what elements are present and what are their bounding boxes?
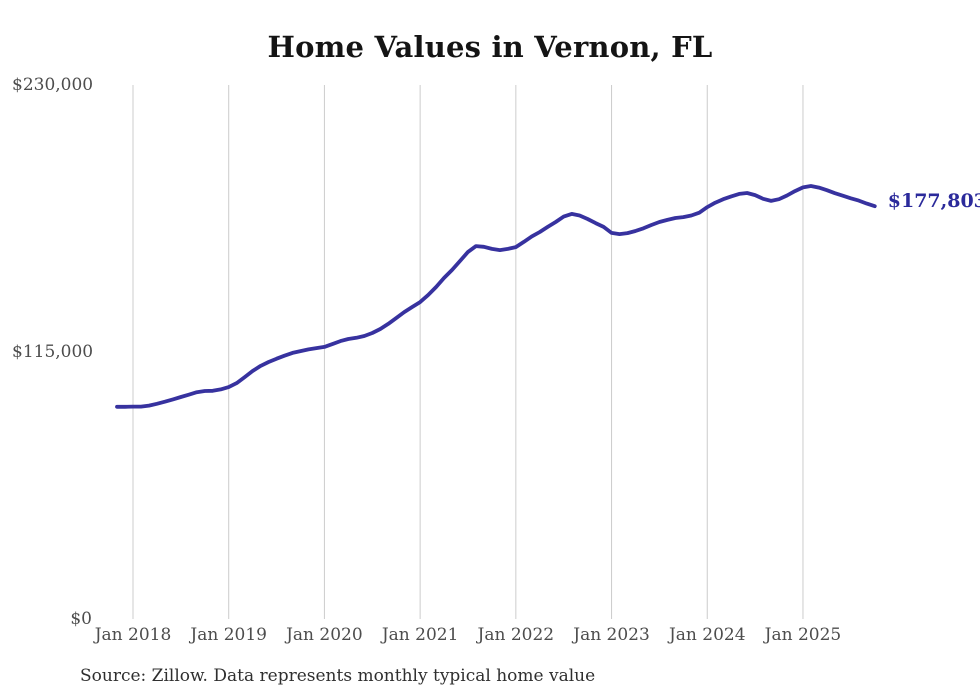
x-axis-tick-label: Jan 2019 bbox=[190, 625, 267, 645]
chart-title: Home Values in Vernon, FL bbox=[267, 30, 713, 64]
source-note: Source: Zillow. Data represents monthly … bbox=[80, 666, 596, 686]
x-axis-tick-label: Jan 2023 bbox=[573, 625, 650, 645]
y-axis-tick-label: $0 bbox=[70, 609, 92, 629]
x-axis-tick-label: Jan 2022 bbox=[477, 625, 555, 645]
x-axis-tick-label: Jan 2025 bbox=[764, 625, 842, 645]
y-axis-tick-label: $115,000 bbox=[12, 342, 94, 362]
x-axis-tick-label: Jan 2020 bbox=[286, 625, 363, 645]
x-axis-tick-label: Jan 2021 bbox=[381, 625, 459, 645]
home-value-line bbox=[115, 184, 877, 409]
x-axis-tick-label: Jan 2024 bbox=[668, 625, 746, 645]
x-axis-tick-label: Jan 2018 bbox=[94, 625, 172, 645]
y-axis-tick-label: $230,000 bbox=[12, 75, 94, 95]
current-value-label: $177,803 bbox=[887, 190, 980, 213]
